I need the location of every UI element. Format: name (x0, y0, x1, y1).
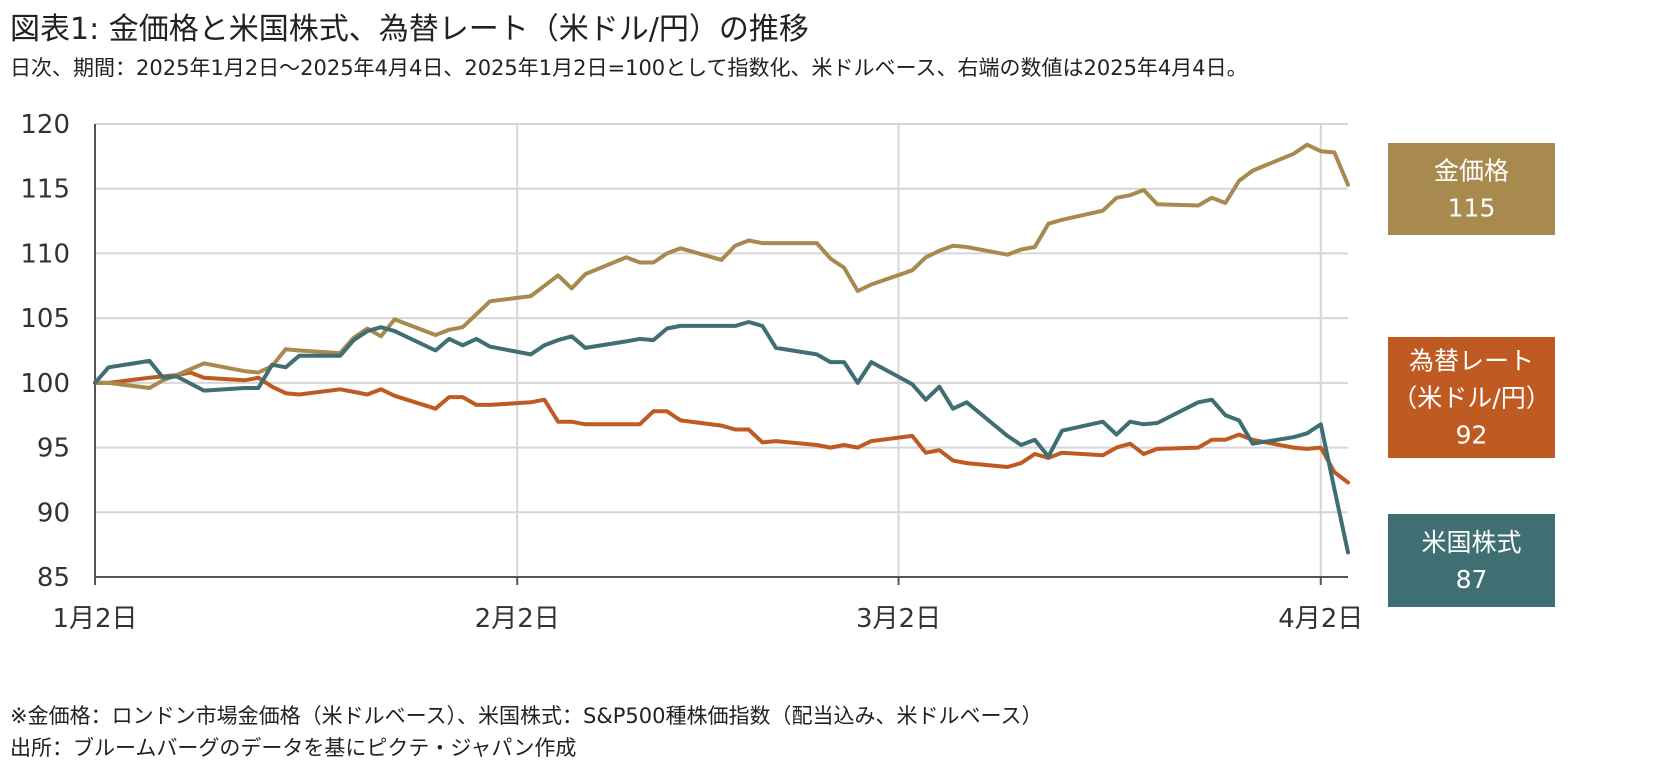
y-tick-label: 120 (20, 110, 70, 140)
footnotes: ※金価格：ロンドン市場金価格（米ドルベース）、米国株式：S&P500種株価指数（… (10, 700, 1042, 764)
series-name-text: （米ドル/円） (1392, 384, 1550, 413)
footnote-source: 出所：ブルームバーグのデータを基にピクテ・ジャパン作成 (10, 736, 577, 760)
x-tick-label: 1月2日 (52, 604, 137, 634)
x-axis-ticks: 1月2日 2月2日 3月2日 4月2日 (52, 604, 1363, 634)
series-line (93, 142, 1350, 390)
end-label-background (1388, 514, 1555, 607)
end-label-background (1388, 337, 1555, 458)
y-tick-label: 115 (20, 175, 70, 205)
y-axis-ticks: 85 90 95 100 105 110 115 120 (20, 110, 70, 593)
y-tick-label: 90 (37, 498, 70, 528)
x-tick-label: 4月2日 (1278, 604, 1363, 634)
chart-title: 図表1: 金価格と米国株式、為替レート（米ドル/円）の推移 (10, 12, 809, 47)
end-value-text: 115 (1448, 194, 1496, 223)
footnote-source-definition: ※金価格：ロンドン市場金価格（米ドルベース）、米国株式：S&P500種株価指数（… (10, 704, 1043, 728)
series-line (93, 370, 1350, 485)
series-name-text: 金価格 (1434, 157, 1509, 186)
grid-lines (94, 123, 1348, 585)
series-line (93, 320, 1350, 555)
y-tick-label: 85 (37, 563, 70, 593)
end-value-text: 87 (1456, 565, 1488, 594)
end-label-box: 米国株式 87 (1388, 514, 1555, 607)
y-tick-label: 105 (20, 304, 70, 334)
end-label-box: 金価格 115 (1388, 143, 1555, 235)
chart-subtitle: 日次、期間：2025年1月2日～2025年4月4日、2025年1月2日=100と… (10, 56, 1248, 80)
series-name-text: 為替レート (1409, 347, 1534, 376)
end-label-box: 為替レート （米ドル/円） 92 (1388, 337, 1555, 458)
y-tick-label: 110 (20, 239, 70, 269)
end-value-text: 92 (1456, 421, 1488, 450)
x-tick-label: 3月2日 (856, 604, 941, 634)
y-tick-label: 95 (37, 434, 70, 464)
series-lines (93, 142, 1350, 555)
x-tick-label: 2月2日 (475, 604, 560, 634)
end-label-background (1388, 143, 1555, 235)
y-tick-label: 100 (20, 369, 70, 399)
end-value-labels: 金価格 115 為替レート （米ドル/円） 92 米国株式 87 (1388, 143, 1555, 607)
series-name-text: 米国株式 (1421, 528, 1521, 557)
